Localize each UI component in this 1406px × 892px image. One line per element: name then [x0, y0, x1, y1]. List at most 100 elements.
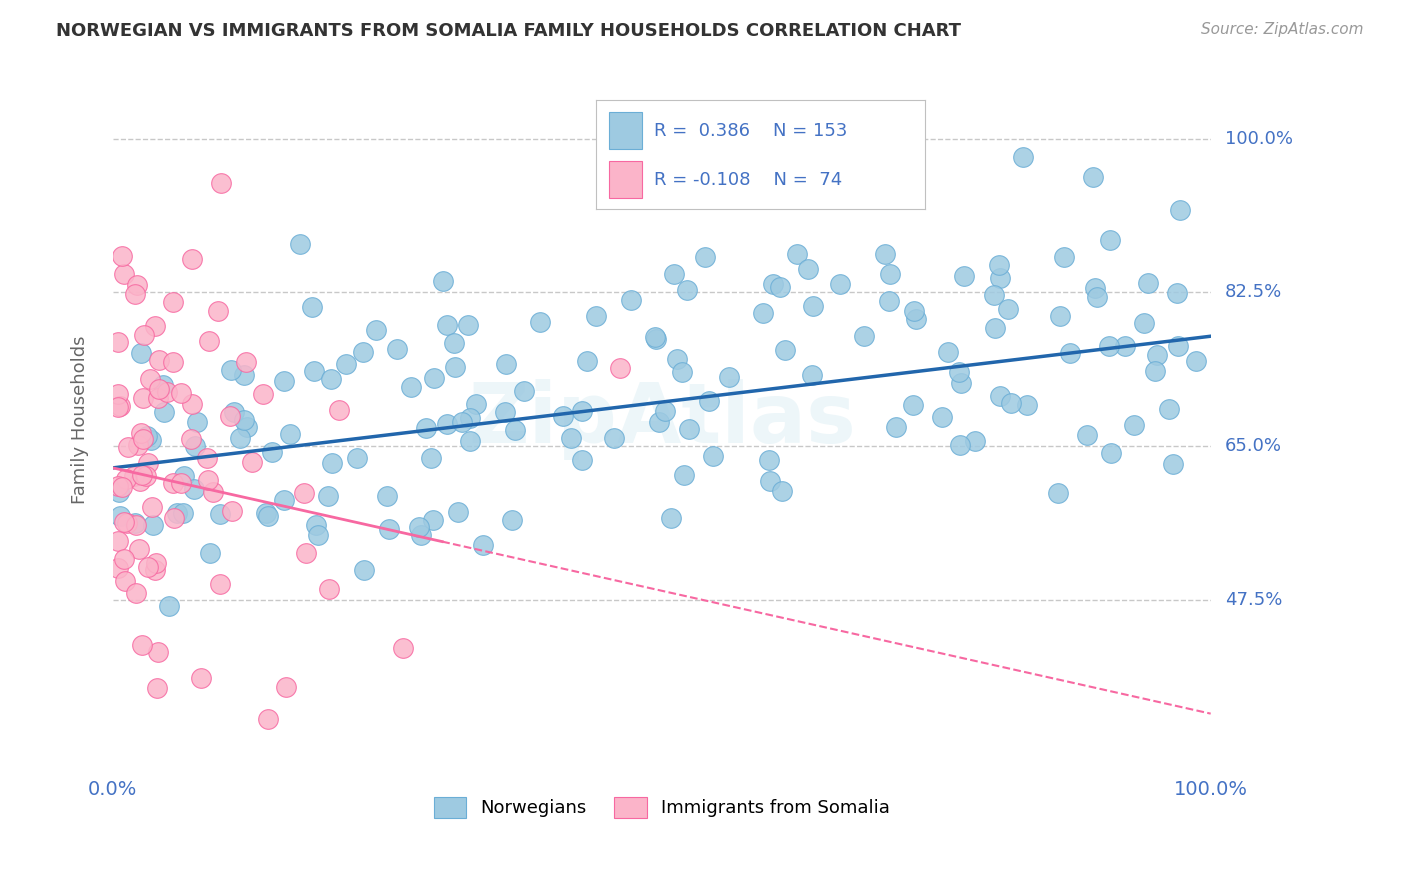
Point — [307, 528, 329, 542]
Point — [170, 385, 193, 400]
Point — [1133, 316, 1156, 330]
Text: 65.0%: 65.0% — [1225, 437, 1282, 455]
Point — [183, 439, 205, 453]
Point — [436, 417, 458, 431]
Point — [173, 468, 195, 483]
Point — [718, 370, 741, 384]
Point — [1076, 428, 1098, 442]
Point — [988, 271, 1011, 285]
Point — [295, 547, 318, 561]
Point — [180, 432, 202, 446]
Point — [644, 330, 666, 344]
Y-axis label: Family Households: Family Households — [72, 335, 89, 504]
Point — [905, 312, 928, 326]
Point — [166, 506, 188, 520]
Point — [948, 365, 970, 379]
Point — [288, 236, 311, 251]
Point — [122, 468, 145, 483]
Point — [139, 372, 162, 386]
Point — [110, 509, 132, 524]
Point — [378, 522, 401, 536]
Point — [346, 450, 368, 465]
Point — [139, 434, 162, 448]
Point — [145, 681, 167, 695]
Point — [422, 371, 444, 385]
Point — [135, 469, 157, 483]
Point — [222, 405, 245, 419]
Point — [457, 318, 479, 333]
Point — [221, 504, 243, 518]
Point — [157, 599, 180, 613]
Point — [472, 538, 495, 552]
Point — [198, 334, 221, 348]
Point — [162, 295, 184, 310]
Point — [693, 250, 716, 264]
Point — [183, 482, 205, 496]
Point — [988, 389, 1011, 403]
Point — [931, 409, 953, 424]
Point — [107, 533, 129, 548]
Point — [181, 252, 204, 267]
Point — [1146, 348, 1168, 362]
Point — [759, 474, 782, 488]
Point — [128, 475, 150, 489]
Text: 82.5%: 82.5% — [1225, 284, 1282, 301]
Point — [152, 378, 174, 392]
Point — [560, 431, 582, 445]
Point — [124, 516, 146, 531]
Point — [769, 280, 792, 294]
Point — [114, 472, 136, 486]
Point — [127, 438, 149, 452]
Point — [399, 380, 422, 394]
Point — [620, 293, 643, 307]
Point — [229, 431, 252, 445]
Point — [697, 394, 720, 409]
Point — [877, 293, 900, 308]
Point — [219, 409, 242, 424]
Point — [797, 261, 820, 276]
Point — [773, 343, 796, 357]
Point — [108, 484, 131, 499]
Point — [107, 400, 129, 414]
Point — [983, 288, 1005, 302]
Point — [675, 284, 697, 298]
Point — [666, 352, 689, 367]
Point — [131, 638, 153, 652]
Point — [501, 513, 523, 527]
Point — [148, 353, 170, 368]
Point — [170, 475, 193, 490]
Point — [316, 489, 339, 503]
Point — [257, 712, 280, 726]
Point — [1049, 309, 1071, 323]
Point — [672, 467, 695, 482]
Point — [197, 473, 219, 487]
Point — [127, 277, 149, 292]
Point — [988, 258, 1011, 272]
Point — [124, 287, 146, 301]
Point — [1166, 286, 1188, 301]
Point — [233, 368, 256, 382]
Point — [853, 329, 876, 343]
Point — [495, 357, 517, 371]
Point — [884, 419, 907, 434]
Point — [107, 386, 129, 401]
Point — [408, 520, 430, 534]
Point — [1168, 203, 1191, 218]
Point — [422, 513, 444, 527]
Point — [107, 479, 129, 493]
Point — [873, 247, 896, 261]
Point — [125, 586, 148, 600]
Point — [1159, 402, 1181, 417]
Point — [148, 644, 170, 658]
Point — [1099, 445, 1122, 459]
Point — [529, 316, 551, 330]
Point — [305, 517, 328, 532]
Point — [830, 277, 852, 291]
Point — [444, 360, 467, 375]
Point — [125, 517, 148, 532]
Point — [115, 516, 138, 530]
Point — [207, 304, 229, 318]
Point — [1000, 396, 1022, 410]
Point — [385, 342, 408, 356]
Point — [645, 332, 668, 346]
